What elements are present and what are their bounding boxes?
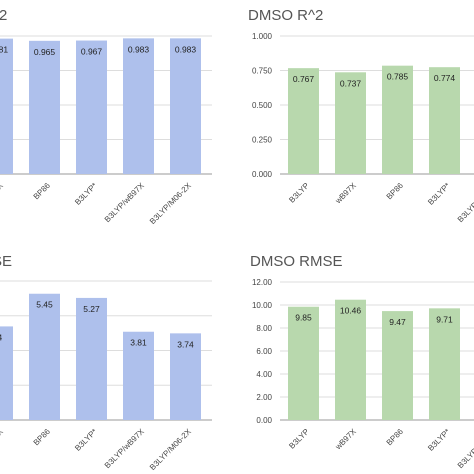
x-tick-label: B3LYP/wB97X — [456, 181, 474, 225]
x-tick-label: wB97X — [0, 181, 5, 206]
chart-tr: DMSO R^2 0.000 0.250 0.500 0.750 1.000 0.767 B3… — [248, 7, 474, 224]
bar — [335, 72, 366, 174]
data-label: 0.983 — [128, 44, 150, 54]
x-tick-label: BP86 — [385, 427, 406, 448]
bar — [0, 38, 13, 174]
bar — [170, 333, 201, 420]
x-tick-label: B3LYP/M06-2X — [148, 181, 193, 226]
bar — [0, 326, 13, 420]
data-label: 0.965 — [34, 47, 56, 57]
chart-title: SE — [0, 253, 12, 270]
data-label: 0.981 — [0, 45, 8, 55]
y-tick-label: 0.000 — [252, 170, 273, 179]
data-label: 0.737 — [340, 78, 362, 88]
bar — [76, 297, 107, 420]
data-label: 0.983 — [175, 44, 197, 54]
y-tick-label: 1.000 — [252, 32, 273, 41]
bar — [288, 68, 319, 174]
x-tick-label: B3LYP* — [73, 181, 99, 207]
x-tick-label: B3LYP/wB97X — [103, 181, 147, 225]
data-label: 9.71 — [436, 314, 453, 324]
x-tick-label: BP86 — [32, 427, 53, 448]
x-tick-label: B3LYP/wB97X — [103, 427, 147, 471]
bar — [76, 40, 107, 174]
x-tick-label: B3LYP* — [73, 427, 99, 453]
bar — [382, 65, 413, 174]
data-label: 5.27 — [83, 304, 100, 314]
y-tick-label: 0.750 — [252, 67, 273, 76]
data-label: 0.767 — [293, 74, 315, 84]
data-label: 0.774 — [434, 73, 456, 83]
bar — [123, 38, 154, 174]
chart-br: DMSO RMSE 0.00 2.00 4.00 6.00 8.00 10.00 12.00 9… — [250, 253, 474, 470]
bar — [123, 331, 154, 420]
bar — [335, 299, 366, 420]
y-tick-label: 8.00 — [256, 324, 272, 333]
x-tick-label: wB97X — [0, 427, 5, 452]
bar — [29, 293, 60, 420]
x-tick-label: wB97X — [333, 181, 358, 206]
data-label: 9.85 — [295, 313, 312, 323]
y-tick-label: 0.500 — [252, 101, 273, 110]
bar — [429, 308, 460, 420]
data-label: 3.74 — [177, 339, 194, 349]
x-tick-label: B3LYP/M06-2X — [148, 427, 193, 472]
data-label: 0.785 — [387, 72, 409, 82]
y-tick-label: 10.00 — [252, 301, 273, 310]
chart-title: DMSO R^2 — [248, 7, 323, 24]
x-tick-label: B3LYP/wB97X — [456, 427, 474, 471]
chart-title: ^2 — [0, 7, 7, 24]
data-label: 3.81 — [130, 338, 147, 348]
bar — [429, 67, 460, 174]
chart-title: DMSO RMSE — [250, 253, 343, 270]
bar — [29, 40, 60, 174]
x-tick-label: BP86 — [32, 181, 53, 202]
x-tick-label: wB97X — [333, 427, 358, 452]
x-tick-label: BP86 — [385, 181, 406, 202]
x-tick-label: B3LYP — [287, 181, 311, 205]
bar — [170, 38, 201, 174]
y-tick-label: 2.00 — [256, 393, 272, 402]
y-tick-label: 4.00 — [256, 370, 272, 379]
data-label: 0.967 — [81, 47, 103, 57]
x-tick-label: B3LYP* — [426, 427, 452, 453]
chart-tl: ^2 0.981 wB97X 0.965 BP86 0.967 B3LYP* 0.983 B3L… — [0, 7, 212, 226]
bar — [382, 311, 413, 420]
y-tick-label: 6.00 — [256, 347, 272, 356]
chart-bl: SE 04 wB97X 5.45 BP86 5.27 B3LYP* 3.81 B3LYP/wB9… — [0, 253, 212, 472]
data-label: 04 — [0, 332, 2, 342]
data-label: 9.47 — [389, 317, 406, 327]
y-tick-label: 0.00 — [256, 416, 272, 425]
y-tick-label: 12.00 — [252, 278, 273, 287]
x-tick-label: B3LYP — [287, 427, 311, 451]
bar — [288, 306, 319, 420]
x-tick-label: B3LYP* — [426, 181, 452, 207]
data-label: 5.45 — [36, 300, 53, 310]
y-tick-label: 0.250 — [252, 136, 273, 145]
data-label: 10.46 — [340, 306, 362, 316]
